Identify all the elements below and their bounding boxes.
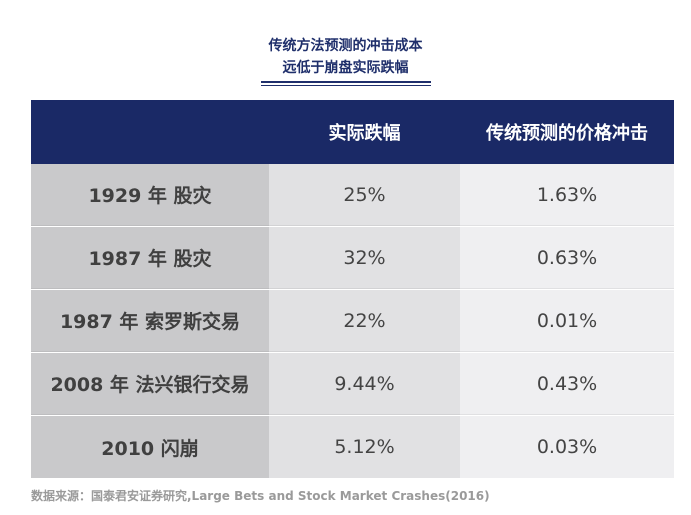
event-label: 1929 年 股灾 — [31, 164, 269, 226]
table-header: 实际跌幅 传统预测的价格冲击 — [31, 100, 674, 164]
table-row: 1987 年 索罗斯交易 22% 0.01% — [31, 290, 674, 353]
actual-drop-value: 9.44% — [269, 353, 460, 415]
predicted-impact-value: 1.63% — [460, 164, 674, 226]
predicted-impact-value: 0.03% — [460, 416, 674, 478]
title-underline — [260, 81, 431, 86]
event-label: 2008 年 法兴银行交易 — [31, 353, 269, 415]
predicted-impact-value: 0.43% — [460, 353, 674, 415]
title-line-1: 传统方法预测的冲击成本 — [268, 38, 423, 54]
event-label: 2010 闪崩 — [31, 416, 269, 478]
table-row: 1987 年 股灾 32% 0.63% — [31, 227, 674, 290]
actual-drop-value: 32% — [269, 227, 460, 289]
table-row: 1929 年 股灾 25% 1.63% — [31, 164, 674, 227]
event-label: 1987 年 索罗斯交易 — [31, 290, 269, 352]
actual-drop-value: 22% — [269, 290, 460, 352]
predicted-impact-value: 0.01% — [460, 290, 674, 352]
comparison-table: 实际跌幅 传统预测的价格冲击 1929 年 股灾 25% 1.63% 1987 … — [31, 100, 674, 478]
header-cell-empty — [31, 100, 269, 164]
actual-drop-value: 25% — [269, 164, 460, 226]
table-row: 2010 闪崩 5.12% 0.03% — [31, 416, 674, 478]
table-body: 1929 年 股灾 25% 1.63% 1987 年 股灾 32% 0.63% … — [31, 164, 674, 478]
event-label: 1987 年 股灾 — [31, 227, 269, 289]
table-row: 2008 年 法兴银行交易 9.44% 0.43% — [31, 353, 674, 416]
source-note: 数据来源：国泰君安证券研究,Large Bets and Stock Marke… — [31, 489, 490, 503]
header-cell-actual-drop: 实际跌幅 — [328, 123, 401, 144]
header-cell-predicted-impact: 传统预测的价格冲击 — [486, 123, 648, 144]
actual-drop-value: 5.12% — [269, 416, 460, 478]
title-line-2: 远低于崩盘实际跌幅 — [282, 60, 409, 76]
chart-title: 传统方法预测的冲击成本 远低于崩盘实际跌幅 — [0, 35, 691, 86]
predicted-impact-value: 0.63% — [460, 227, 674, 289]
